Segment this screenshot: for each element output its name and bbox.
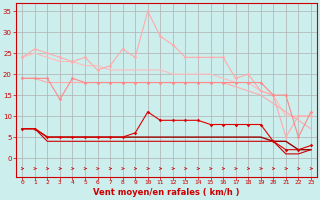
X-axis label: Vent moyen/en rafales ( km/h ): Vent moyen/en rafales ( km/h ): [93, 188, 240, 197]
